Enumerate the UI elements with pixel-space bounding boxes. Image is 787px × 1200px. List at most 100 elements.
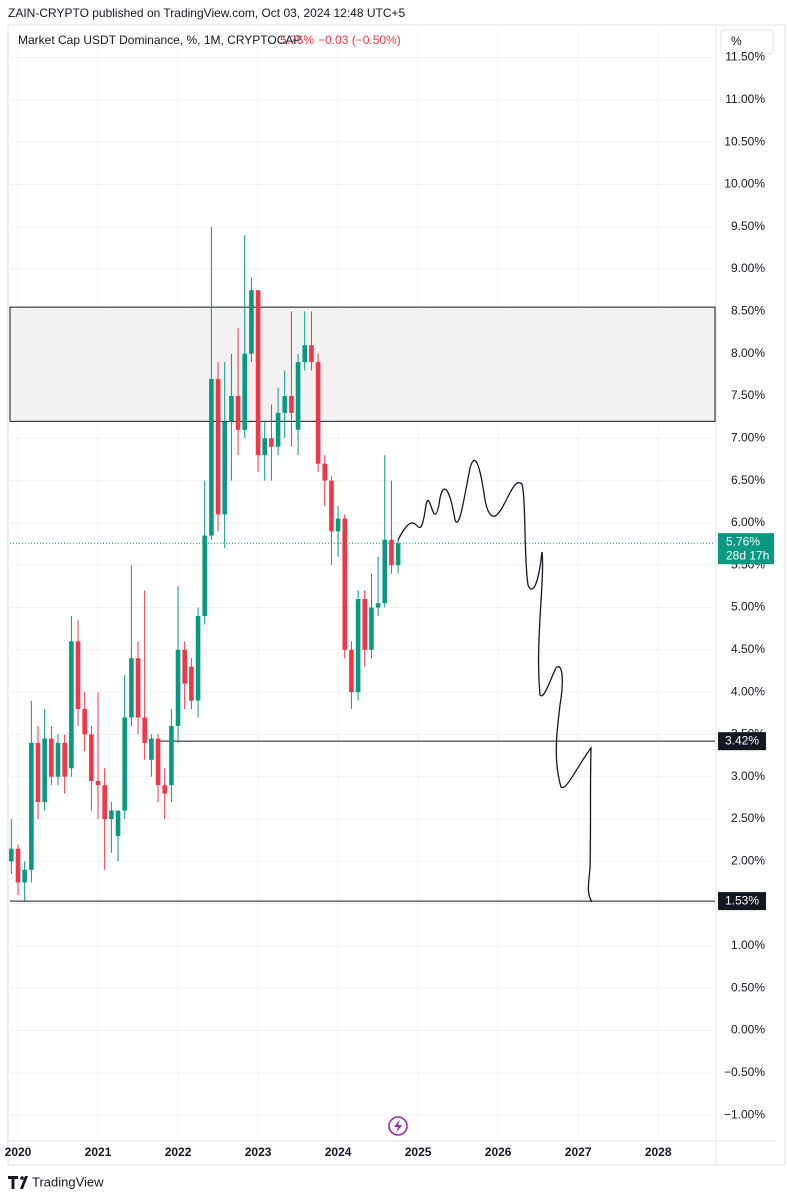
- candle-body: [82, 709, 87, 735]
- y-tick-label: −1.00%: [724, 1107, 765, 1121]
- candle-body: [269, 438, 274, 447]
- y-tick-label: 10.00%: [724, 177, 765, 191]
- y-tick-label: 4.00%: [731, 684, 765, 698]
- y-tick-label: 6.50%: [731, 473, 765, 487]
- candle-body: [335, 518, 341, 532]
- x-tick-label: 2027: [565, 1145, 592, 1159]
- candle-body: [209, 379, 214, 536]
- level-label-box: [718, 732, 766, 751]
- current-price-label: 5.76%: [726, 534, 760, 548]
- candle-body: [395, 543, 401, 566]
- legend-symbol: Market Cap USDT Dominance, %, 1M, CRYPTO…: [18, 33, 301, 47]
- x-tick-label: 2023: [245, 1145, 272, 1159]
- y-tick-label: 6.00%: [731, 515, 765, 529]
- y-tick-label: 11.50%: [725, 50, 765, 64]
- chart-frame: [7, 24, 786, 1166]
- candle-body: [329, 480, 334, 532]
- candle-body: [62, 742, 67, 777]
- x-tick-label: 2024: [325, 1145, 352, 1159]
- candle-body: [142, 717, 147, 743]
- marks: [9, 226, 715, 902]
- current-countdown: 28d 17h: [726, 548, 769, 562]
- candle-body: [75, 641, 81, 710]
- x-tick-label: 2028: [645, 1145, 672, 1159]
- y-tick-label: 1.00%: [731, 938, 765, 952]
- y-tick-label: 7.00%: [731, 430, 765, 444]
- candle-body: [229, 395, 234, 422]
- y-tick-label: 0.50%: [731, 980, 765, 994]
- y-tick-label: 9.00%: [731, 261, 765, 275]
- candle-body: [322, 463, 328, 481]
- goto-icon[interactable]: [388, 1116, 408, 1136]
- candle-body: [95, 780, 101, 786]
- candle-body: [42, 738, 47, 803]
- candle-body: [302, 345, 308, 363]
- candle-body: [389, 539, 394, 566]
- candle-body: [362, 599, 368, 650]
- y-tick-label: 11.00%: [725, 92, 765, 106]
- candle-body: [89, 734, 94, 781]
- brand-name: TradingView: [32, 1174, 104, 1189]
- candle-body: [242, 353, 248, 430]
- candle-body: [289, 395, 294, 413]
- y-tick-label: 9.50%: [731, 219, 765, 233]
- candle-body: [115, 810, 121, 836]
- zone: [9, 306, 716, 422]
- candle-body: [255, 290, 261, 456]
- scale-button-label[interactable]: %: [731, 34, 742, 48]
- candle-body: [149, 738, 154, 760]
- candle-body: [175, 649, 181, 726]
- candle-body: [109, 810, 114, 820]
- brand: [8, 1176, 28, 1189]
- candle-body: [202, 535, 207, 616]
- publish-header: ZAIN-CRYPTO published on TradingView.com…: [8, 6, 406, 20]
- candle-body: [382, 539, 388, 604]
- y-tick-label: 0.00%: [731, 1023, 765, 1037]
- candle-body: [249, 290, 254, 354]
- x-tick-label: 2021: [85, 1145, 112, 1159]
- candle-body: [129, 658, 134, 718]
- candle-body: [169, 725, 174, 786]
- y-tick-label: 5.00%: [731, 600, 765, 614]
- y-tick-label: 8.00%: [731, 346, 765, 360]
- y-tick-label: 8.50%: [731, 304, 765, 318]
- candle-body: [9, 848, 14, 862]
- candle-body: [282, 395, 288, 413]
- candle-body: [182, 649, 187, 684]
- candle-body: [349, 649, 354, 693]
- legend-change: −0.03 (−0.50%): [318, 33, 401, 47]
- candle-body: [49, 738, 54, 777]
- y-tick-label: 2.50%: [731, 811, 765, 825]
- level-label: 3.42%: [725, 733, 759, 747]
- candle-body: [122, 717, 127, 811]
- x-tick-label: 2025: [405, 1145, 432, 1159]
- candle-body: [315, 362, 321, 464]
- projection-drawing: [397, 459, 593, 903]
- candle-body: [135, 658, 141, 718]
- candle-body: [22, 869, 27, 883]
- candle-body: [369, 607, 374, 650]
- candle-body: [309, 345, 314, 363]
- candle-body: [222, 421, 228, 515]
- scale-button[interactable]: [720, 29, 774, 55]
- candle-body: [262, 438, 268, 456]
- current-price-box: [718, 533, 774, 565]
- y-tick-label: 7.50%: [731, 388, 765, 402]
- candle-body: [195, 615, 201, 701]
- candle-body: [189, 666, 194, 701]
- y-tick-label: −0.50%: [724, 1065, 765, 1079]
- candle-body: [162, 785, 167, 794]
- candle-body: [102, 785, 107, 820]
- candle-body: [69, 641, 74, 769]
- candle-body: [235, 395, 241, 430]
- y-tick-label: 2.00%: [731, 853, 765, 867]
- y-tick-label: 3.00%: [731, 769, 765, 783]
- candle-body: [275, 412, 281, 447]
- x-tick-label: 2022: [165, 1145, 192, 1159]
- candle-body: [215, 379, 221, 515]
- x-tick-label: 2026: [485, 1145, 512, 1159]
- candle-body: [295, 362, 301, 430]
- y-tick-label: 10.50%: [724, 134, 765, 148]
